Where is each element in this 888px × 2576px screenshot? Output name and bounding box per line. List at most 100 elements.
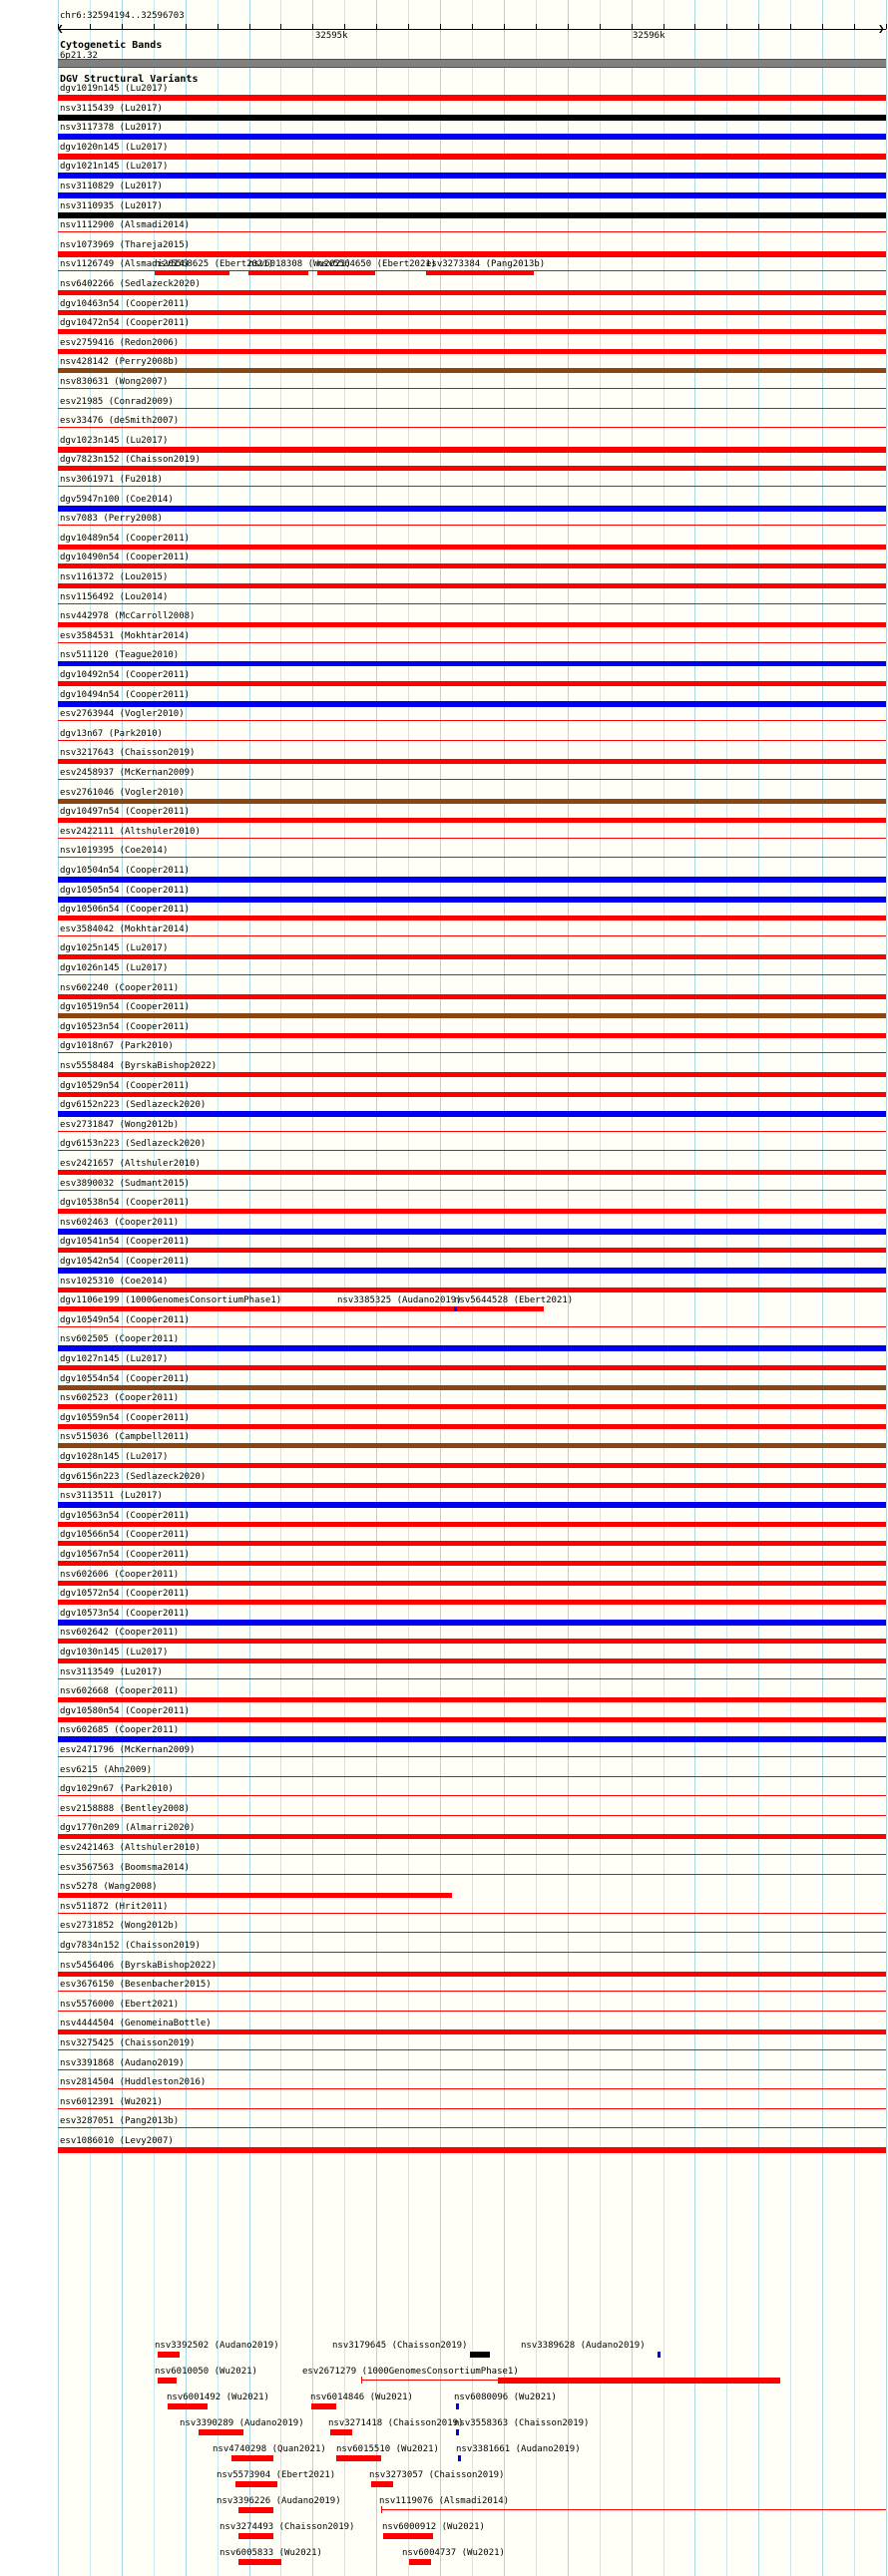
variant-feature-bar[interactable] (58, 1736, 886, 1742)
track-label[interactable]: dgv1026n145 (Lu2017) (60, 963, 169, 973)
variant-feature-bar[interactable] (58, 1952, 886, 1953)
track-label[interactable]: nsv5558484 (ByrskaBishop2022) (60, 1061, 218, 1071)
track-label[interactable]: dgv10566n54 (Cooper2011) (60, 1530, 191, 1540)
variant-feature-bar[interactable] (58, 1072, 886, 1077)
track-label[interactable]: dgv10567n54 (Cooper2011) (60, 1550, 191, 1560)
variant-feature-bar[interactable] (58, 2147, 886, 2153)
variant-feature-bar[interactable] (58, 1581, 886, 1586)
variant-feature-bar[interactable] (58, 1639, 886, 1644)
variant-feature-bar[interactable] (317, 270, 375, 275)
variant-feature-bar[interactable] (58, 447, 886, 453)
track-label[interactable]: dgv1030n145 (Lu2017) (60, 1648, 169, 1657)
variant-feature-bar[interactable] (58, 525, 886, 526)
variant-feature-bar[interactable] (58, 1893, 452, 1898)
track-label[interactable]: dgv13n67 (Park2010) (60, 729, 163, 739)
track-label[interactable]: nsv3110935 (Lu2017) (60, 201, 163, 211)
variant-feature-bar[interactable] (248, 270, 308, 275)
variant-sublabel[interactable]: esv3273384 (Pang2013b) (426, 259, 546, 269)
variant-feature-bar[interactable] (58, 994, 886, 999)
variant-feature-bar[interactable] (58, 1522, 886, 1527)
variant-feature-bar[interactable] (58, 2011, 886, 2012)
track-label[interactable]: nsv1019395 (Coe2014) (60, 846, 169, 856)
track-label[interactable]: esv21985 (Conrad2009) (60, 397, 174, 407)
track-label[interactable]: dgv10538n54 (Cooper2011) (60, 1198, 191, 1208)
track-label[interactable]: dgv1019n145 (Lu2017) (60, 84, 169, 94)
bottom-feature-bar[interactable] (458, 2455, 461, 2461)
track-label[interactable]: nsv7083 (Perry2008) (60, 514, 163, 524)
variant-feature-bar[interactable] (58, 1033, 886, 1038)
variant-feature-bar[interactable] (58, 368, 886, 373)
bottom-feature-bar[interactable] (456, 2429, 459, 2435)
track-label[interactable]: esv2458937 (McKernan2009) (60, 768, 196, 778)
track-label[interactable]: nsv602642 (Cooper2011) (60, 1628, 180, 1638)
variant-feature-bar[interactable] (58, 1150, 886, 1151)
track-label[interactable]: dgv10463n54 (Cooper2011) (60, 299, 191, 309)
variant-feature-bar[interactable] (426, 270, 534, 275)
track-label[interactable]: nsv6012391 (Wu2021) (60, 2097, 163, 2107)
track-label[interactable]: nsv830631 (Wong2007) (60, 377, 169, 387)
bottom-feature-label[interactable]: nsv6080096 (Wu2021) (454, 2392, 557, 2402)
bottom-feature-bar[interactable] (498, 2378, 780, 2384)
track-label[interactable]: nsv5456406 (ByrskaBishop2022) (60, 1961, 218, 1971)
bottom-feature-label[interactable]: nsv3392502 (Audano2019) (155, 2341, 279, 2351)
bottom-feature-bar[interactable] (330, 2429, 352, 2435)
bottom-feature-bar[interactable] (238, 2533, 273, 2539)
track-label[interactable]: nsv1112900 (Alsmadi2014) (60, 220, 191, 230)
variant-feature-bar[interactable] (58, 1795, 886, 1796)
variant-feature-bar[interactable] (58, 661, 886, 666)
variant-feature-bar[interactable] (454, 1306, 457, 1311)
track-label[interactable]: nsv602240 (Cooper2011) (60, 983, 180, 993)
variant-feature-bar[interactable] (58, 1229, 886, 1235)
variant-feature-bar[interactable] (58, 799, 886, 804)
variant-feature-bar[interactable] (58, 1913, 886, 1914)
track-label[interactable]: esv3584531 (Mokhtar2014) (60, 631, 191, 641)
track-label[interactable]: nsv442978 (McCarroll2008) (60, 611, 196, 621)
track-label[interactable]: nsv3110829 (Lu2017) (60, 182, 163, 191)
bottom-feature-bar[interactable] (371, 2481, 393, 2487)
variant-feature-bar[interactable] (58, 1190, 886, 1191)
track-label[interactable]: esv3890032 (Sudmant2015) (60, 1179, 191, 1189)
variant-feature-bar[interactable] (58, 1170, 886, 1175)
variant-feature-bar[interactable] (58, 1854, 886, 1855)
variant-feature-bar[interactable] (58, 2049, 886, 2050)
bottom-feature-label[interactable]: nsv3558363 (Chaisson2019) (454, 2418, 590, 2428)
bottom-feature-bar[interactable] (336, 2455, 381, 2461)
variant-feature-bar[interactable] (58, 251, 886, 257)
bottom-feature-bar[interactable] (231, 2455, 273, 2461)
track-label[interactable]: esv6215 (Ahn2009) (60, 1765, 153, 1775)
bottom-feature-label[interactable]: nsv6015510 (Wu2021) (336, 2444, 439, 2454)
track-label[interactable]: nsv1156492 (Lou2014) (60, 592, 169, 602)
bottom-feature-bar[interactable] (658, 2352, 661, 2358)
track-label[interactable]: esv3584042 (Mokhtar2014) (60, 924, 191, 934)
variant-feature-bar[interactable] (58, 759, 886, 764)
bottom-feature-bar[interactable] (158, 2378, 177, 2384)
track-label[interactable]: nsv602523 (Cooper2011) (60, 1393, 180, 1403)
variant-feature-bar[interactable] (58, 1991, 886, 1992)
variant-sublabel[interactable]: nsv6018308 (Wu2021) (248, 259, 351, 269)
variant-feature-bar[interactable] (58, 1502, 886, 1508)
track-label[interactable]: dgv10505n54 (Cooper2011) (60, 886, 191, 896)
track-label[interactable]: esv2761046 (Vogler2010) (60, 788, 185, 798)
bottom-feature-label[interactable]: nsv3390289 (Audano2019) (180, 2418, 304, 2428)
variant-feature-bar[interactable] (58, 1620, 886, 1626)
track-label[interactable]: esv2421463 (Altshuler2010) (60, 1843, 201, 1853)
track-label[interactable]: dgv10489n54 (Cooper2011) (60, 534, 191, 544)
track-label[interactable]: dgv10542n54 (Cooper2011) (60, 1257, 191, 1267)
track-label[interactable]: dgv10504n54 (Cooper2011) (60, 866, 191, 876)
variant-feature-bar[interactable] (58, 1483, 886, 1488)
variant-feature-bar[interactable] (58, 154, 886, 160)
variant-feature-bar[interactable] (58, 563, 886, 568)
track-label[interactable]: nsv428142 (Perry2008b) (60, 357, 180, 367)
track-label[interactable]: nsv1126749 (Alsmadi2014) (60, 259, 191, 269)
bottom-feature-label[interactable]: esv2671279 (1000GenomesConsortiumPhase1) (302, 2367, 519, 2377)
variant-feature-bar[interactable] (58, 897, 886, 903)
variant-feature-bar[interactable] (58, 1365, 886, 1370)
variant-feature-bar[interactable] (58, 1013, 886, 1018)
variant-feature-bar[interactable] (58, 1111, 886, 1117)
track-label[interactable]: dgv1021n145 (Lu2017) (60, 162, 169, 172)
track-label[interactable]: dgv10572n54 (Cooper2011) (60, 1589, 191, 1599)
variant-feature-bar[interactable] (58, 1834, 886, 1839)
track-label[interactable]: dgv1029n67 (Park2010) (60, 1784, 174, 1794)
bottom-feature-label[interactable]: nsv3274493 (Chaisson2019) (220, 2522, 355, 2532)
variant-feature-bar[interactable] (58, 1600, 886, 1605)
